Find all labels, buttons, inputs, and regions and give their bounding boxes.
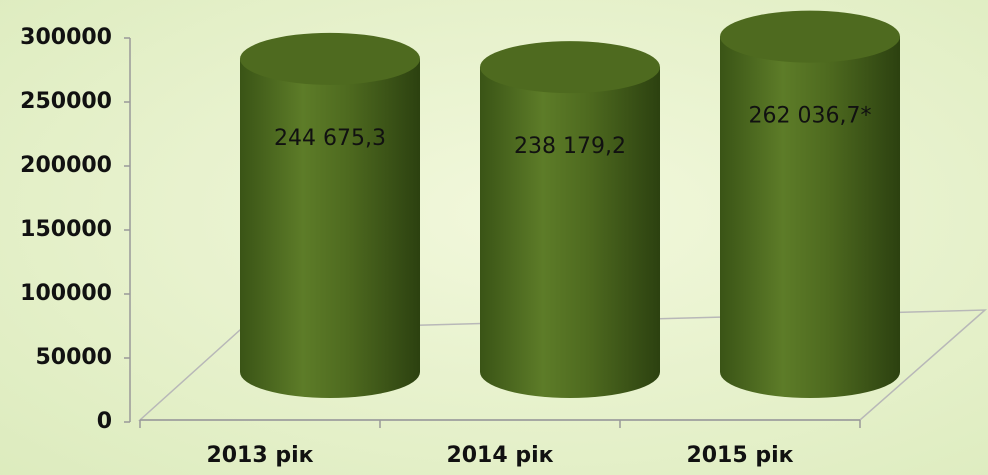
x-tick-label: 2015 рік — [686, 443, 793, 468]
bar — [480, 67, 660, 399]
x-tick-label: 2014 рік — [446, 443, 553, 468]
value-label: 244 675,3 — [274, 126, 386, 151]
y-tick-label: 250000 — [20, 89, 112, 114]
y-tick-label: 0 — [97, 409, 112, 434]
y-tick-label: 200000 — [20, 153, 112, 178]
y-tick-label: 100000 — [20, 281, 112, 306]
bar-top — [240, 32, 420, 85]
value-label: 238 179,2 — [514, 134, 626, 159]
bar-top — [480, 41, 660, 94]
bar — [720, 36, 900, 399]
y-tick-label: 50000 — [35, 345, 112, 370]
value-label: 262 036,7* — [749, 104, 872, 129]
y-tick-label: 150000 — [20, 217, 112, 242]
bar — [240, 58, 420, 399]
bar-top — [720, 10, 900, 63]
x-tick-label: 2013 рік — [206, 443, 313, 468]
y-tick-label: 300000 — [20, 25, 112, 50]
